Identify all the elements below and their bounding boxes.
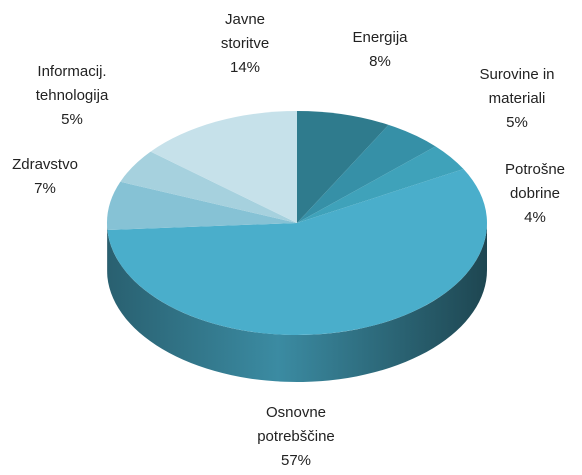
slice-label: Energija xyxy=(352,29,408,46)
slice-value-label: 5% xyxy=(61,111,83,128)
label-line: potrebščine xyxy=(257,428,335,445)
pie-slice xyxy=(107,169,487,335)
slice-value-label: 8% xyxy=(369,53,391,70)
label-line: dobrine xyxy=(510,185,560,202)
slice-label: Informacij. tehnologija xyxy=(36,63,109,104)
label-line: Zdravstvo xyxy=(12,156,78,173)
pie-slice xyxy=(120,151,297,223)
slice-side xyxy=(107,223,488,383)
label-line: storitve xyxy=(221,35,269,52)
label-line: Osnovne xyxy=(266,404,326,421)
slice-value-label: 4% xyxy=(524,209,546,226)
slice-value-label: 57% xyxy=(281,452,311,469)
label-line: Energija xyxy=(352,29,408,46)
slice-value-label: 14% xyxy=(230,59,260,76)
slice-label: Osnovne potrebščine xyxy=(257,404,335,445)
pie-slice xyxy=(150,111,297,223)
label-line: materiali xyxy=(489,90,546,107)
slice-label: Javne storitve xyxy=(221,11,269,52)
slice-label: Surovine in materiali xyxy=(479,66,554,107)
pie-slice xyxy=(297,146,464,223)
pie-slice xyxy=(107,181,298,231)
pie-slice xyxy=(297,124,436,223)
label-line: Surovine in xyxy=(479,66,554,83)
label-line: Potrošne xyxy=(505,161,565,178)
slice-value-label: 7% xyxy=(34,180,56,197)
label-line: Javne xyxy=(225,11,265,28)
slice-label: Potrošne dobrine xyxy=(505,161,565,202)
label-line: Informacij. xyxy=(37,63,106,80)
label-line: tehnologija xyxy=(36,87,109,104)
pie-slice xyxy=(297,111,389,223)
slice-value-label: 5% xyxy=(506,114,528,131)
slice-label: Zdravstvo xyxy=(12,156,78,173)
